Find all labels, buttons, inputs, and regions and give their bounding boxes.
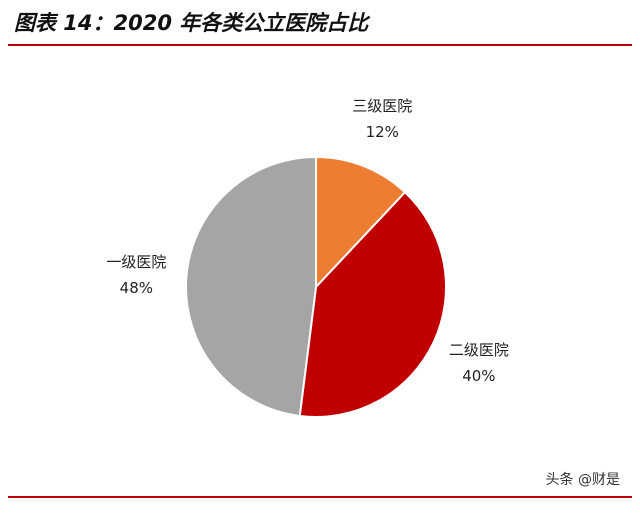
pie-slice xyxy=(185,155,317,418)
value-label: 12% xyxy=(366,123,399,141)
watermark: 头条 @财是 xyxy=(546,471,620,488)
value-label: 48% xyxy=(120,279,153,297)
pie-slice xyxy=(298,190,447,418)
slice-label: 一级医院 xyxy=(106,253,166,271)
value-label: 40% xyxy=(462,367,495,385)
pie-slice xyxy=(315,155,407,290)
slice-label: 三级医院 xyxy=(352,97,412,115)
slice-label: 二级医院 xyxy=(449,341,509,359)
chart-title: 图表 14：2020 年各类公立医院占比 xyxy=(14,11,371,35)
